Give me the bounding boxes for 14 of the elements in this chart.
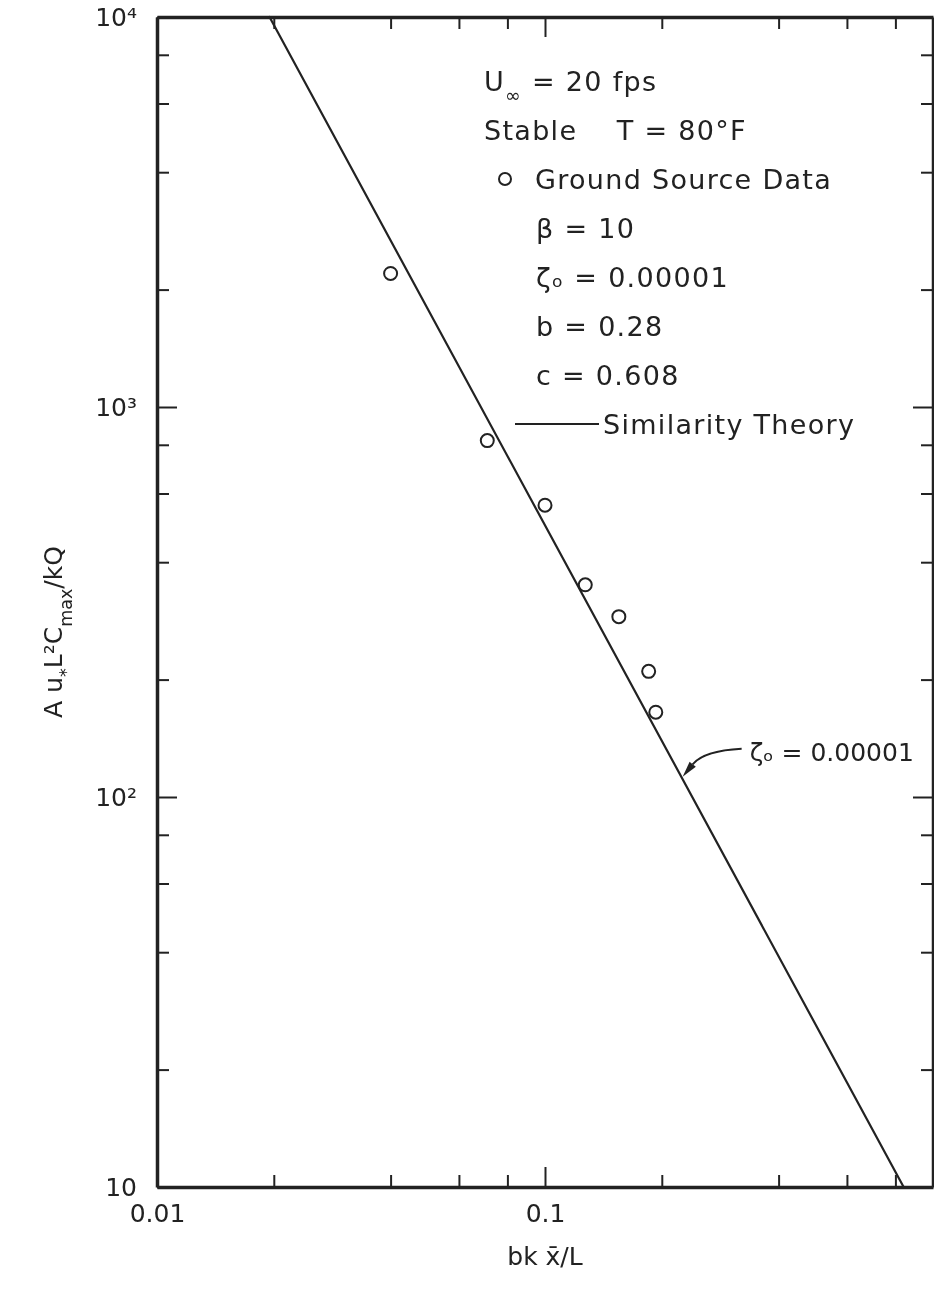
annotation: ζₒ = 0.00001 [749, 737, 914, 767]
annotation: c = 0.608 [536, 360, 680, 391]
annotation: β = 10 [536, 213, 636, 244]
legend-label: Ground Source Data [535, 164, 833, 195]
x-tick-label: 0.1 [525, 1198, 566, 1228]
annotation: ζₒ = 0.00001 [536, 262, 729, 293]
y-tick-label: 10³ [95, 392, 137, 422]
annotation: b = 0.28 [536, 311, 664, 342]
legend-label: Similarity Theory [603, 409, 856, 440]
x-axis-title: bk x̄/L [507, 1242, 583, 1271]
annotation: Stable T = 80°F [484, 115, 747, 146]
annotation: U$_{∞}$ = 20 fps [484, 66, 658, 106]
y-tick-label: 10² [95, 782, 137, 812]
y-tick-label: 10⁴ [95, 2, 137, 32]
